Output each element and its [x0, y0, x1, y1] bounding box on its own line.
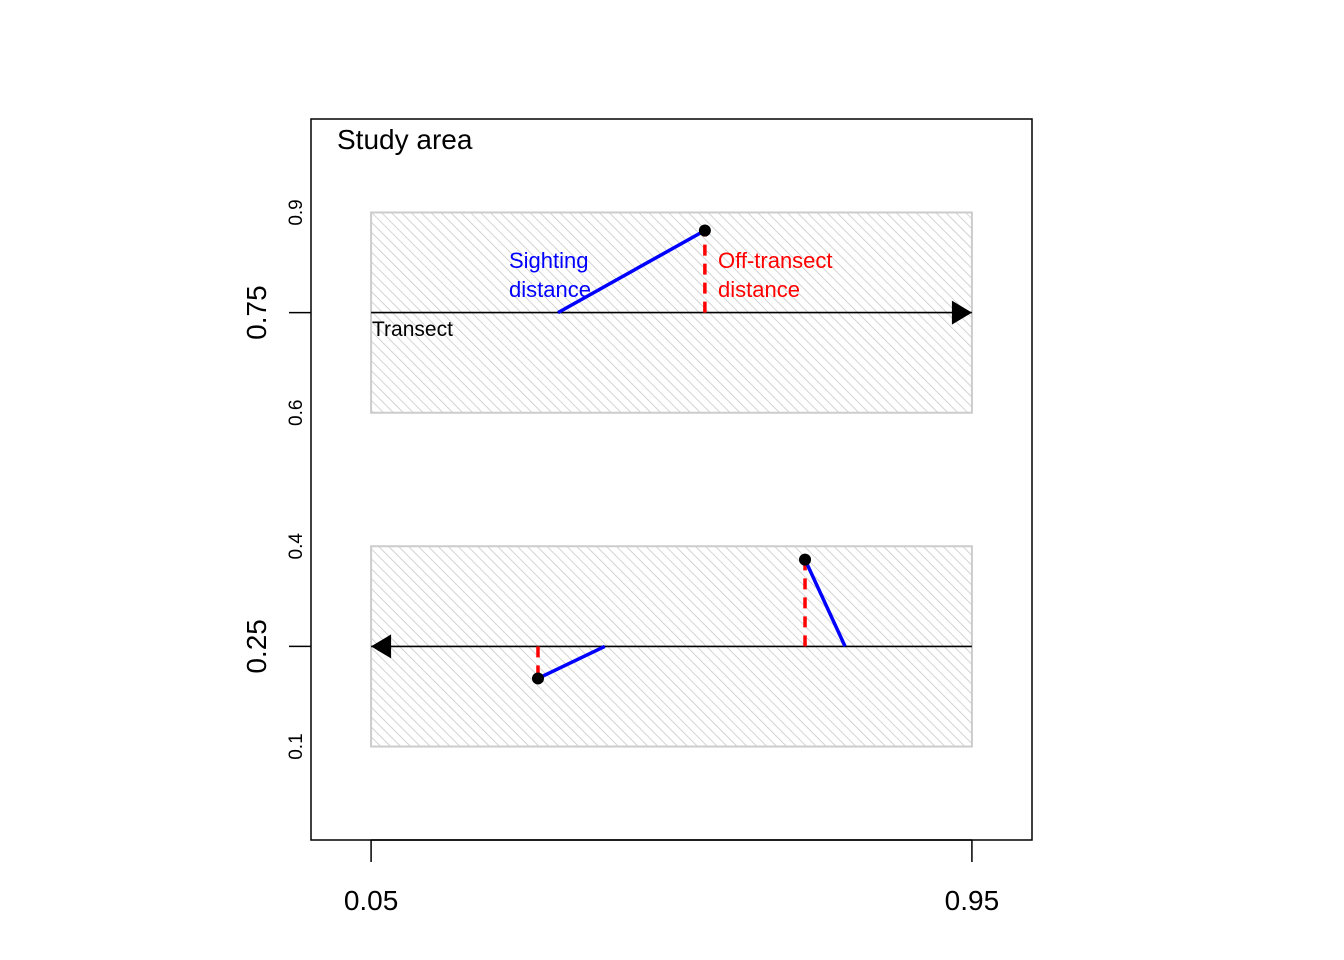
covered-strips [370, 211, 973, 748]
chart-title: Study area [337, 124, 473, 155]
x-tick-label: 0.95 [945, 885, 1000, 916]
x-tick-label: 0.05 [344, 885, 399, 916]
upper-transect-arrowhead [951, 300, 972, 325]
sighting-1-point [698, 224, 711, 237]
y-tick-label-major: 0.75 [241, 285, 272, 340]
sighting-distance-label-line1: Sighting [509, 248, 589, 273]
sighting-2-sighting-distance [537, 644, 606, 681]
y-tick-label-major: 0.25 [241, 619, 272, 674]
sighting-3-sighting-distance [803, 558, 847, 648]
y-tick-label-minor: 0.1 [286, 733, 307, 759]
sighting-1-sighting-distance [557, 228, 706, 315]
sighting-distance-label-line2: distance [509, 277, 591, 302]
sighting-3-point [799, 553, 812, 566]
offtransect-distance-label-line2: distance [718, 277, 800, 302]
sightings [531, 224, 847, 685]
lower-transect-arrowhead [371, 634, 392, 659]
offtransect-distance-label-line1: Off-transect [718, 248, 833, 273]
sighting-2-point [531, 672, 544, 685]
transects [371, 300, 972, 659]
transect-label: Transect [372, 318, 453, 341]
plot-box [310, 118, 1033, 841]
y-tick-label-minor: 0.6 [286, 400, 307, 426]
y-tick-label-minor: 0.9 [286, 199, 307, 225]
y-tick-label-minor: 0.4 [286, 533, 307, 560]
